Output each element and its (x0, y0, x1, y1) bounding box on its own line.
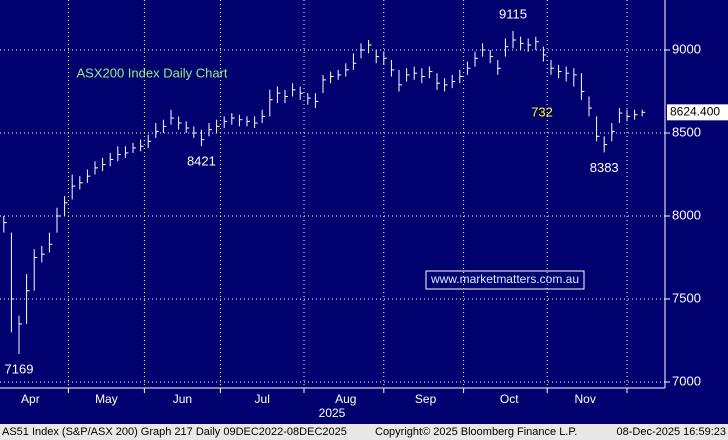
footer-right: 08-Dec-2025 16:59:23 (617, 426, 726, 438)
y-tick-label: 8000 (672, 207, 701, 222)
year-label: 2025 (319, 406, 346, 420)
x-tick-label: Apr (21, 392, 40, 406)
note: 732 (531, 104, 553, 119)
watermark-box (425, 270, 585, 290)
x-tick-label: May (95, 392, 118, 406)
watermark: www.marketmatters.com.au (430, 272, 579, 286)
y-tick-label: 7500 (672, 290, 701, 305)
y-tick-label: 8500 (672, 124, 701, 139)
y-tick-label: 7000 (672, 373, 701, 388)
last-value-box (667, 104, 728, 121)
annotation: 8383 (590, 160, 619, 175)
annotation: 8421 (187, 154, 216, 169)
x-tick-label: Sep (415, 392, 437, 406)
x-tick-label: Oct (500, 392, 519, 406)
footer (0, 424, 728, 440)
x-tick-label: Nov (575, 392, 596, 406)
footer-mid: Copyright© 2025 Bloomberg Finance L.P. (375, 426, 577, 438)
x-tick-label: Aug (335, 392, 356, 406)
last-value-label: 8624.400 (670, 105, 720, 119)
x-tick-label: Jun (173, 392, 192, 406)
footer-left: AS51 Index (S&P/ASX 200) Graph 217 Daily… (2, 426, 347, 438)
y-tick-label: 9000 (672, 41, 701, 56)
annotation: 9115 (499, 6, 527, 21)
chart-title: ASX200 Index Daily Chart (76, 65, 227, 80)
annotation: 7169 (5, 361, 34, 376)
x-tick-label: Jul (255, 392, 270, 406)
